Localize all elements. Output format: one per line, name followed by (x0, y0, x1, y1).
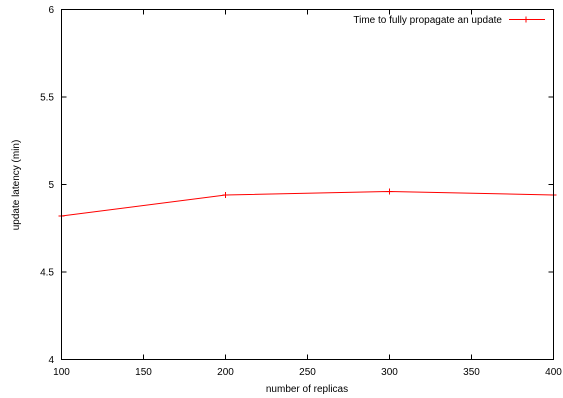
plot-frame (61, 9, 554, 360)
x-tick-label: 150 (135, 367, 152, 378)
data-point-marker (222, 192, 229, 198)
x-tick-label: 250 (299, 367, 316, 378)
y-tick-label: 4 (48, 355, 54, 366)
data-point-marker (386, 188, 393, 195)
y-tick-label: 5 (48, 180, 54, 191)
series-line (61, 190, 554, 217)
x-tick-label: 300 (381, 367, 398, 378)
legend: Time to fully propagate an update (353, 15, 545, 26)
legend-marker (523, 16, 529, 23)
x-tick-label: 400 (545, 367, 562, 378)
x-tick-label: 200 (217, 367, 234, 378)
y-tick-label: 6 (48, 5, 54, 16)
ticks-layer: 100 150 200 250 300 350 400 4 4.5 5 5.5 6 (40, 5, 562, 378)
legend-label: Time to fully propagate an update (353, 15, 502, 26)
x-tick-label: 100 (53, 367, 70, 378)
x-tick-label: 350 (463, 367, 480, 378)
y-tick-label: 4.5 (40, 268, 54, 279)
y-axis-label: update latency (min) (11, 140, 22, 231)
x-axis-label: number of replicas (266, 384, 348, 395)
y-tick-label: 5.5 (40, 93, 54, 104)
